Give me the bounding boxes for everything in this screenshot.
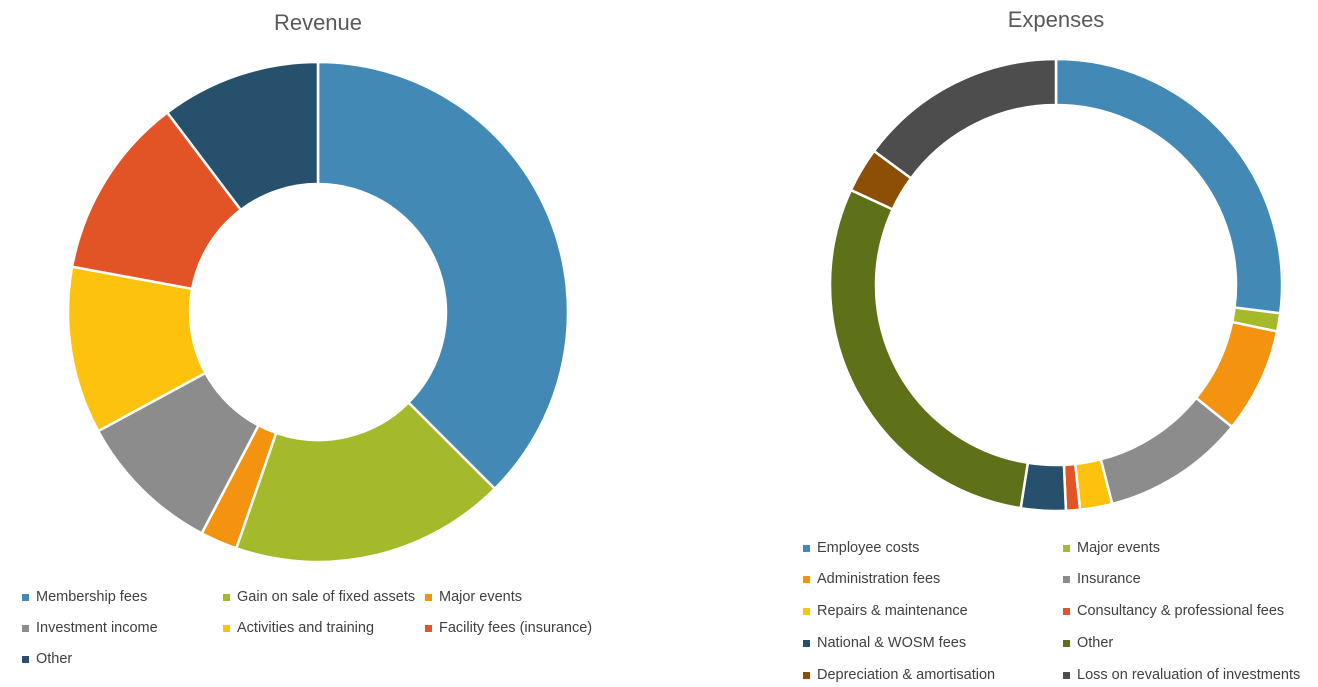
revenue-legend-swatch [425, 593, 432, 601]
revenue-slice-membership-fees [316, 60, 570, 491]
expenses-chart-title: Expenses [1007, 7, 1105, 32]
expenses-legend-label: Other [1077, 635, 1114, 651]
expenses-legend-item-loss-on-revaluation-of-investments: Loss on revaluation of investments [1063, 667, 1300, 683]
expenses-legend-swatch [803, 639, 810, 647]
revenue-legend-label: Investment income [36, 620, 158, 636]
expenses-legend-item-depreciation-amortisation: Depreciation & amortisation [803, 667, 995, 683]
expenses-legend-swatch [1063, 639, 1070, 647]
expenses-legend-swatch [803, 607, 810, 615]
revenue-legend-item-investment-income: Investment income [22, 620, 158, 636]
revenue-legend-label: Facility fees (insurance) [439, 620, 593, 636]
revenue-legend-item-membership-fees: Membership fees [22, 589, 147, 605]
expenses-legend-swatch [1063, 544, 1070, 552]
revenue-legend-item-other: Other [22, 651, 72, 667]
revenue-legend-item-facility-fees-insurance: Facility fees (insurance) [425, 620, 592, 636]
expenses-legend-swatch [803, 575, 810, 583]
revenue-legend-swatch [22, 624, 29, 632]
expenses-legend-swatch [1063, 607, 1070, 615]
revenue-legend-swatch [223, 624, 230, 632]
expenses-legend-label: Insurance [1077, 571, 1141, 587]
expenses-legend-label: Administration fees [817, 571, 941, 587]
expenses-slice-insurance [1099, 396, 1234, 506]
expenses-legend-label: Consultancy & professional fees [1077, 603, 1285, 619]
expenses-legend-item-national-wosm-fees: National & WOSM fees [803, 635, 966, 651]
expenses-legend-item-insurance: Insurance [1063, 571, 1141, 587]
expenses-legend-swatch [803, 671, 810, 679]
expenses-legend-item-other: Other [1063, 635, 1113, 651]
revenue-slice-gain-on-sale-of-fixed-assets [234, 400, 497, 564]
revenue-legend-label: Gain on sale of fixed assets [237, 589, 416, 605]
revenue-donut-chart [66, 60, 570, 564]
revenue-legend-swatch [22, 655, 29, 663]
expenses-slice-loss-on-revaluation-of-investments [872, 57, 1058, 181]
revenue-legend-label: Membership fees [36, 589, 148, 605]
expenses-slice-other [828, 188, 1030, 510]
expenses-legend-label: National & WOSM fees [817, 635, 967, 651]
expenses-legend-item-employee-costs: Employee costs [803, 540, 919, 556]
expenses-donut-chart [828, 57, 1284, 513]
revenue-legend-swatch [425, 624, 432, 632]
revenue-legend-swatch [22, 593, 29, 601]
expenses-legend-item-consultancy-professional-fees: Consultancy & professional fees [1063, 603, 1284, 619]
revenue-legend-item-major-events: Major events [425, 589, 522, 605]
expenses-legend-label: Employee costs [817, 540, 920, 556]
revenue-legend-label: Activities and training [237, 620, 375, 636]
expenses-legend-label: Loss on revaluation of investments [1077, 667, 1301, 683]
revenue-legend-item-activities-and-training: Activities and training [223, 620, 374, 636]
expenses-legend-swatch [1063, 575, 1070, 583]
revenue-slice-other [165, 60, 320, 212]
revenue-legend-swatch [223, 593, 230, 601]
expenses-slice-employee-costs [1054, 57, 1284, 315]
revenue-legend-label: Other [36, 651, 73, 667]
expenses-legend-swatch [803, 544, 810, 552]
expenses-legend-item-major-events: Major events [1063, 540, 1160, 556]
revenue-legend-item-gain-on-sale-of-fixed-assets: Gain on sale of fixed assets [223, 589, 415, 605]
revenue-legend-label: Major events [439, 589, 523, 605]
expenses-legend-item-administration-fees: Administration fees [803, 571, 940, 587]
expenses-legend-swatch [1063, 671, 1070, 679]
expenses-legend-label: Depreciation & amortisation [817, 667, 996, 683]
expenses-legend-item-repairs-maintenance: Repairs & maintenance [803, 603, 968, 619]
revenue-chart-title: Revenue [273, 10, 363, 35]
expenses-legend-label: Repairs & maintenance [817, 603, 968, 619]
expenses-legend-label: Major events [1077, 540, 1161, 556]
